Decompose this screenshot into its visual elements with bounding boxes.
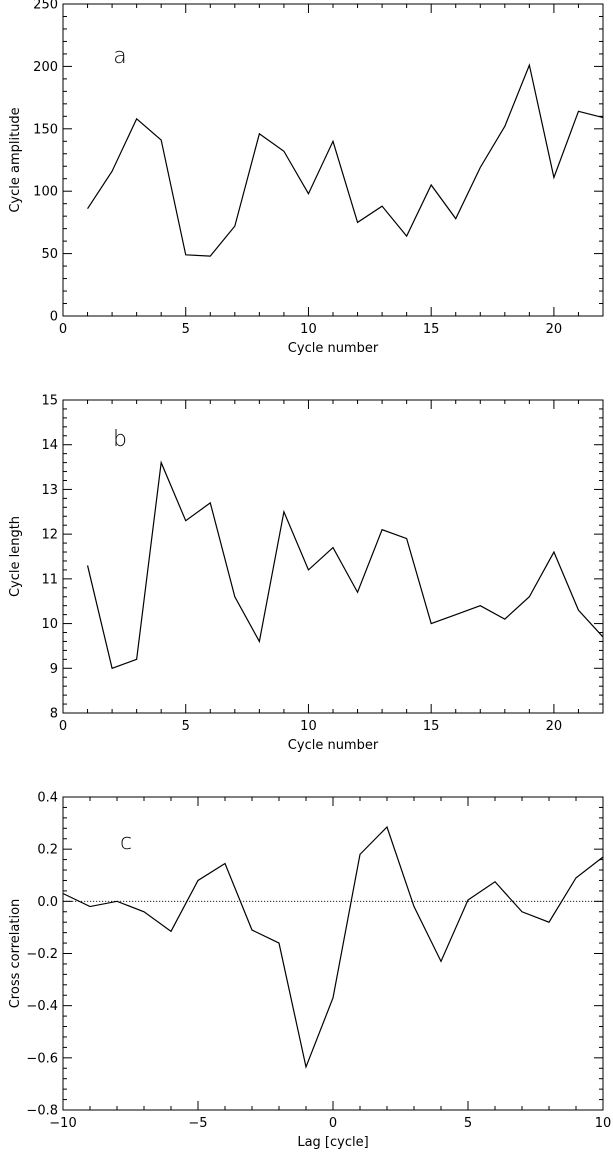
- y-tick-label: 150: [33, 122, 58, 137]
- x-tick-label: 5: [182, 322, 190, 337]
- x-tick-label: 5: [182, 719, 190, 734]
- y-tick-label: 9: [50, 662, 58, 677]
- x-tick-label: −10: [49, 1116, 76, 1131]
- y-tick-label: 0.0: [37, 895, 58, 910]
- x-axis-label: Cycle number: [288, 341, 379, 356]
- y-tick-label: 200: [33, 60, 58, 75]
- plot-frame: [62, 796, 604, 1111]
- y-tick-label: 12: [41, 528, 58, 543]
- x-axis-label: Lag [cycle]: [297, 1135, 368, 1150]
- panel-c: −10 −5 0 5 10 −0.8 −0.6 −0.4 −0.2 0.0 0.2 0.4 Lag [c…: [8, 791, 611, 1151]
- x-tick-label: 0: [59, 719, 67, 734]
- x-axis-label: Cycle number: [288, 738, 379, 753]
- y-axis-label: Cross correlation: [8, 899, 23, 1009]
- x-tick-label: 5: [464, 1116, 472, 1131]
- data-series-line: [62, 825, 604, 1070]
- y-tick-label: −0.8: [26, 1104, 58, 1119]
- x-tick-label: 0: [329, 1116, 337, 1131]
- y-tick-label: 50: [41, 247, 58, 262]
- x-tick-label: 10: [595, 1116, 612, 1131]
- panel-label: b: [113, 427, 127, 452]
- x-tick-label: 20: [546, 719, 563, 734]
- data-series-line: [86, 460, 604, 670]
- y-tick-label: −0.4: [26, 999, 58, 1014]
- x-tick-label: 20: [546, 322, 563, 337]
- x-tick-label: −5: [188, 1116, 207, 1131]
- y-tick-label: 8: [50, 707, 58, 722]
- panel-b: 0 5 10 15 20 8 9 10 11 12 13 14 15 Cycle number Cycle …: [8, 394, 604, 753]
- x-tick-label: 10: [300, 322, 317, 337]
- x-tick-label: 15: [423, 322, 440, 337]
- data-series-line: [87, 63, 604, 257]
- y-tick-label: 0.4: [37, 791, 58, 806]
- y-tick-label: −0.2: [26, 947, 58, 962]
- y-tick-label: 13: [41, 483, 58, 498]
- panel-label: c: [120, 830, 132, 855]
- y-tick-label: 10: [41, 617, 58, 632]
- y-axis-label: Cycle length: [8, 516, 23, 597]
- plot-frame: [62, 399, 604, 714]
- y-tick-label: 0: [50, 310, 58, 325]
- x-tick-label: 15: [423, 719, 440, 734]
- y-axis-label: Cycle amplitude: [8, 107, 23, 212]
- x-tick-label: 0: [59, 322, 67, 337]
- y-tick-label: 14: [41, 438, 58, 453]
- y-tick-label: −0.6: [26, 1051, 58, 1066]
- y-tick-label: 15: [41, 394, 58, 409]
- panel-label: a: [113, 44, 126, 69]
- y-tick-label: 250: [33, 0, 58, 13]
- y-tick-label: 100: [33, 185, 58, 200]
- plot-frame: [62, 3, 604, 317]
- y-tick-label: 0.2: [37, 843, 58, 858]
- y-tick-label: 11: [41, 572, 58, 587]
- x-tick-label: 10: [300, 719, 317, 734]
